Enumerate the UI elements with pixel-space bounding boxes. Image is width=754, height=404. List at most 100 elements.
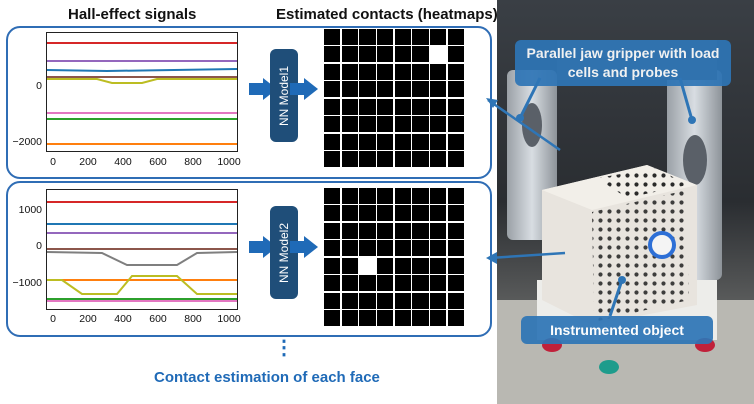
heatmap-cell xyxy=(341,28,359,46)
heatmap-cell xyxy=(376,63,394,81)
heatmap-cell xyxy=(358,204,377,222)
xtick-label: 400 xyxy=(114,156,132,168)
heatmap-cell xyxy=(323,239,341,257)
signal-plot-1 xyxy=(46,32,238,152)
heatmap-cell xyxy=(447,133,465,151)
heatmap-cell xyxy=(376,204,394,222)
heatmap-cell xyxy=(411,63,430,81)
more-faces-dots: ⋮ xyxy=(274,337,294,359)
heatmap-cell xyxy=(429,187,447,205)
heatmap-cell xyxy=(411,292,430,310)
heatmap-cell xyxy=(429,292,447,310)
heatmap-cell xyxy=(358,63,377,81)
signals-header: Hall-effect signals xyxy=(68,6,197,23)
xtick-label: 1000 xyxy=(217,156,241,168)
heatmap-cell xyxy=(411,309,430,327)
heatmap-cell xyxy=(376,187,394,205)
heatmap-cell xyxy=(358,45,377,63)
signal-lines-2 xyxy=(46,201,238,302)
heatmap-cell-active xyxy=(358,257,377,275)
heatmap-cell xyxy=(323,133,341,151)
xtick-label: 200 xyxy=(79,313,97,325)
heatmap-cell xyxy=(358,133,377,151)
heatmap-cell xyxy=(394,204,412,222)
heatmap-cell xyxy=(323,28,341,46)
heatmap-cell xyxy=(341,63,359,81)
xtick-label: 600 xyxy=(149,156,167,168)
nn-model-1-box: NN Model1 xyxy=(270,49,298,142)
heatmap-cell xyxy=(376,257,394,275)
heatmap-cell xyxy=(429,150,447,168)
heatmap-cell xyxy=(358,28,377,46)
heatmap-cell xyxy=(394,239,412,257)
heatmap-cell xyxy=(323,274,341,292)
heatmap-cell xyxy=(323,63,341,81)
heatmap-cell xyxy=(447,274,465,292)
heatmap-cell xyxy=(341,133,359,151)
heatmap-cell xyxy=(411,150,430,168)
heatmap-cell xyxy=(376,274,394,292)
heatmap-cell xyxy=(447,292,465,310)
heatmap-cell xyxy=(358,150,377,168)
signal-plot-2 xyxy=(46,189,238,310)
heatmap-cell xyxy=(429,222,447,240)
heatmap-cell xyxy=(358,80,377,98)
heatmap-cell xyxy=(376,98,394,116)
heatmap-cell xyxy=(341,257,359,275)
xtick-label: 800 xyxy=(184,156,202,168)
heatmap-cell xyxy=(358,222,377,240)
heatmap-cell xyxy=(411,204,430,222)
heatmap-cell xyxy=(376,150,394,168)
xtick-label: 0 xyxy=(50,156,56,168)
xtick-label: 400 xyxy=(114,313,132,325)
heatmap-cell xyxy=(429,98,447,116)
xtick-label: 200 xyxy=(79,156,97,168)
heatmap-cell xyxy=(323,98,341,116)
heatmap-cell xyxy=(323,309,341,327)
heatmap-cell xyxy=(411,257,430,275)
heatmap-cell xyxy=(411,239,430,257)
heatmap-cell xyxy=(341,187,359,205)
heatmap-cell xyxy=(358,187,377,205)
heatmap-cell xyxy=(447,28,465,46)
heatmap-cell xyxy=(323,187,341,205)
heatmap-cell xyxy=(394,133,412,151)
heatmap-cell xyxy=(411,222,430,240)
heatmap-cell xyxy=(429,309,447,327)
xtick-label: 0 xyxy=(50,313,56,325)
heatmap-cell xyxy=(447,204,465,222)
heatmap-cell xyxy=(447,222,465,240)
heatmap-cell xyxy=(411,187,430,205)
heatmap-cell xyxy=(323,204,341,222)
heatmap-cell xyxy=(411,274,430,292)
heatmap-cell xyxy=(358,309,377,327)
heatmap-cell xyxy=(394,115,412,133)
heatmap-cell xyxy=(341,45,359,63)
heatmap-cell xyxy=(376,222,394,240)
heatmap-cell xyxy=(376,45,394,63)
heatmap-cell xyxy=(394,28,412,46)
heatmap-cell xyxy=(323,150,341,168)
heatmap-cell xyxy=(341,98,359,116)
heatmap-cell xyxy=(341,309,359,327)
heatmap-cell xyxy=(394,309,412,327)
heatmap-cell xyxy=(394,222,412,240)
heatmap-cell xyxy=(358,115,377,133)
heatmap-cell xyxy=(394,98,412,116)
heatmap-1 xyxy=(323,28,465,168)
heatmap-cell xyxy=(341,204,359,222)
heatmap-cell xyxy=(447,187,465,205)
heatmap-cell xyxy=(323,45,341,63)
heatmap-cell xyxy=(394,150,412,168)
heatmap-cell xyxy=(376,292,394,310)
footer-caption: Contact estimation of each face xyxy=(154,369,380,386)
heatmap-cell xyxy=(429,274,447,292)
heatmap-cell xyxy=(376,28,394,46)
heatmap-cell xyxy=(358,292,377,310)
heatmap-cell xyxy=(447,80,465,98)
heatmap-cell xyxy=(429,28,447,46)
heatmap-cell xyxy=(341,80,359,98)
gripper-callout: Parallel jaw gripper with load cells and… xyxy=(515,40,731,86)
heatmap-cell xyxy=(376,115,394,133)
